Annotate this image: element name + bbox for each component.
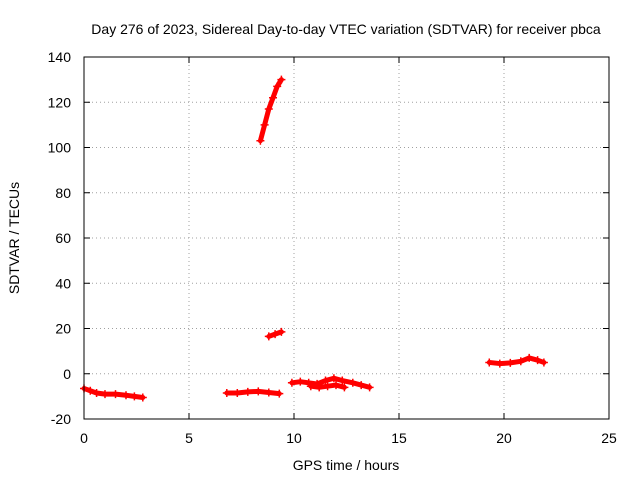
- data-point: [296, 377, 305, 386]
- data-segment-trace: [289, 375, 373, 390]
- y-tick-label: 120: [48, 94, 72, 110]
- data-point: [315, 383, 324, 392]
- data-segment-2: [222, 387, 284, 398]
- x-tick-label: 25: [601, 430, 617, 446]
- data-point: [495, 359, 504, 368]
- data-point: [233, 388, 242, 397]
- data-point: [277, 75, 286, 84]
- data-point: [332, 381, 340, 390]
- data-point: [264, 388, 273, 397]
- data-point: [306, 382, 315, 391]
- data-point: [264, 332, 273, 341]
- y-tick-label: 140: [48, 49, 72, 65]
- data-point: [122, 391, 130, 400]
- data-point: [323, 382, 332, 391]
- data-point: [365, 383, 374, 392]
- x-tick-label: 10: [286, 430, 302, 446]
- data-point: [533, 356, 542, 365]
- chart-series: [80, 75, 548, 402]
- chart-ticks: 0 5 10 15 20 25 -20 0 20 40 60 80 100 120 140: [48, 49, 617, 446]
- x-tick-label: 15: [391, 430, 407, 446]
- data-point: [338, 376, 347, 385]
- data-segment-1: [80, 384, 147, 402]
- y-tick-label: 100: [48, 140, 72, 156]
- data-point: [222, 388, 231, 397]
- data-point: [254, 387, 263, 396]
- data-point: [506, 358, 515, 367]
- data-point: [271, 330, 280, 339]
- data-segment-trace: [257, 77, 284, 144]
- data-point: [264, 105, 273, 114]
- x-tick-label: 5: [185, 430, 193, 446]
- data-segment-5: [287, 374, 374, 392]
- data-point: [138, 393, 147, 402]
- data-point: [525, 353, 534, 362]
- data-point: [516, 357, 525, 366]
- data-point: [269, 93, 277, 102]
- data-point: [101, 390, 109, 399]
- data-point: [348, 378, 357, 387]
- y-tick-label: 40: [55, 275, 71, 291]
- data-point: [92, 388, 101, 397]
- data-point: [340, 383, 349, 392]
- data-point: [243, 387, 252, 396]
- plot-frame: [83, 56, 610, 420]
- y-axis-label: SDTVAR / TECUs: [6, 182, 22, 294]
- data-point: [277, 327, 286, 336]
- data-point: [130, 392, 139, 401]
- y-tick-label: 0: [63, 366, 71, 382]
- x-tick-label: 20: [496, 430, 512, 446]
- x-tick-label: 0: [80, 430, 88, 446]
- chart-grid: [84, 57, 609, 419]
- data-point: [256, 136, 265, 145]
- y-tick-label: 60: [55, 230, 71, 246]
- y-tick-label: -20: [51, 411, 71, 427]
- data-point: [86, 386, 95, 395]
- y-tick-label: 80: [55, 185, 71, 201]
- data-point: [287, 378, 296, 387]
- data-point: [273, 82, 282, 91]
- data-segment-6: [306, 381, 349, 392]
- data-segment-3: [256, 75, 286, 145]
- data-point: [321, 376, 330, 385]
- data-point: [275, 389, 284, 398]
- data-point: [329, 374, 338, 383]
- data-point: [260, 120, 269, 129]
- data-point: [539, 358, 548, 367]
- data-point: [357, 381, 366, 390]
- y-tick-label: 20: [55, 321, 71, 337]
- data-segment-7: [485, 353, 548, 368]
- data-point: [111, 390, 120, 399]
- chart-title: Day 276 of 2023, Sidereal Day-to-day VTE…: [91, 21, 601, 37]
- data-point: [485, 358, 494, 367]
- x-axis-label: GPS time / hours: [293, 457, 400, 473]
- data-segment-4: [264, 327, 286, 341]
